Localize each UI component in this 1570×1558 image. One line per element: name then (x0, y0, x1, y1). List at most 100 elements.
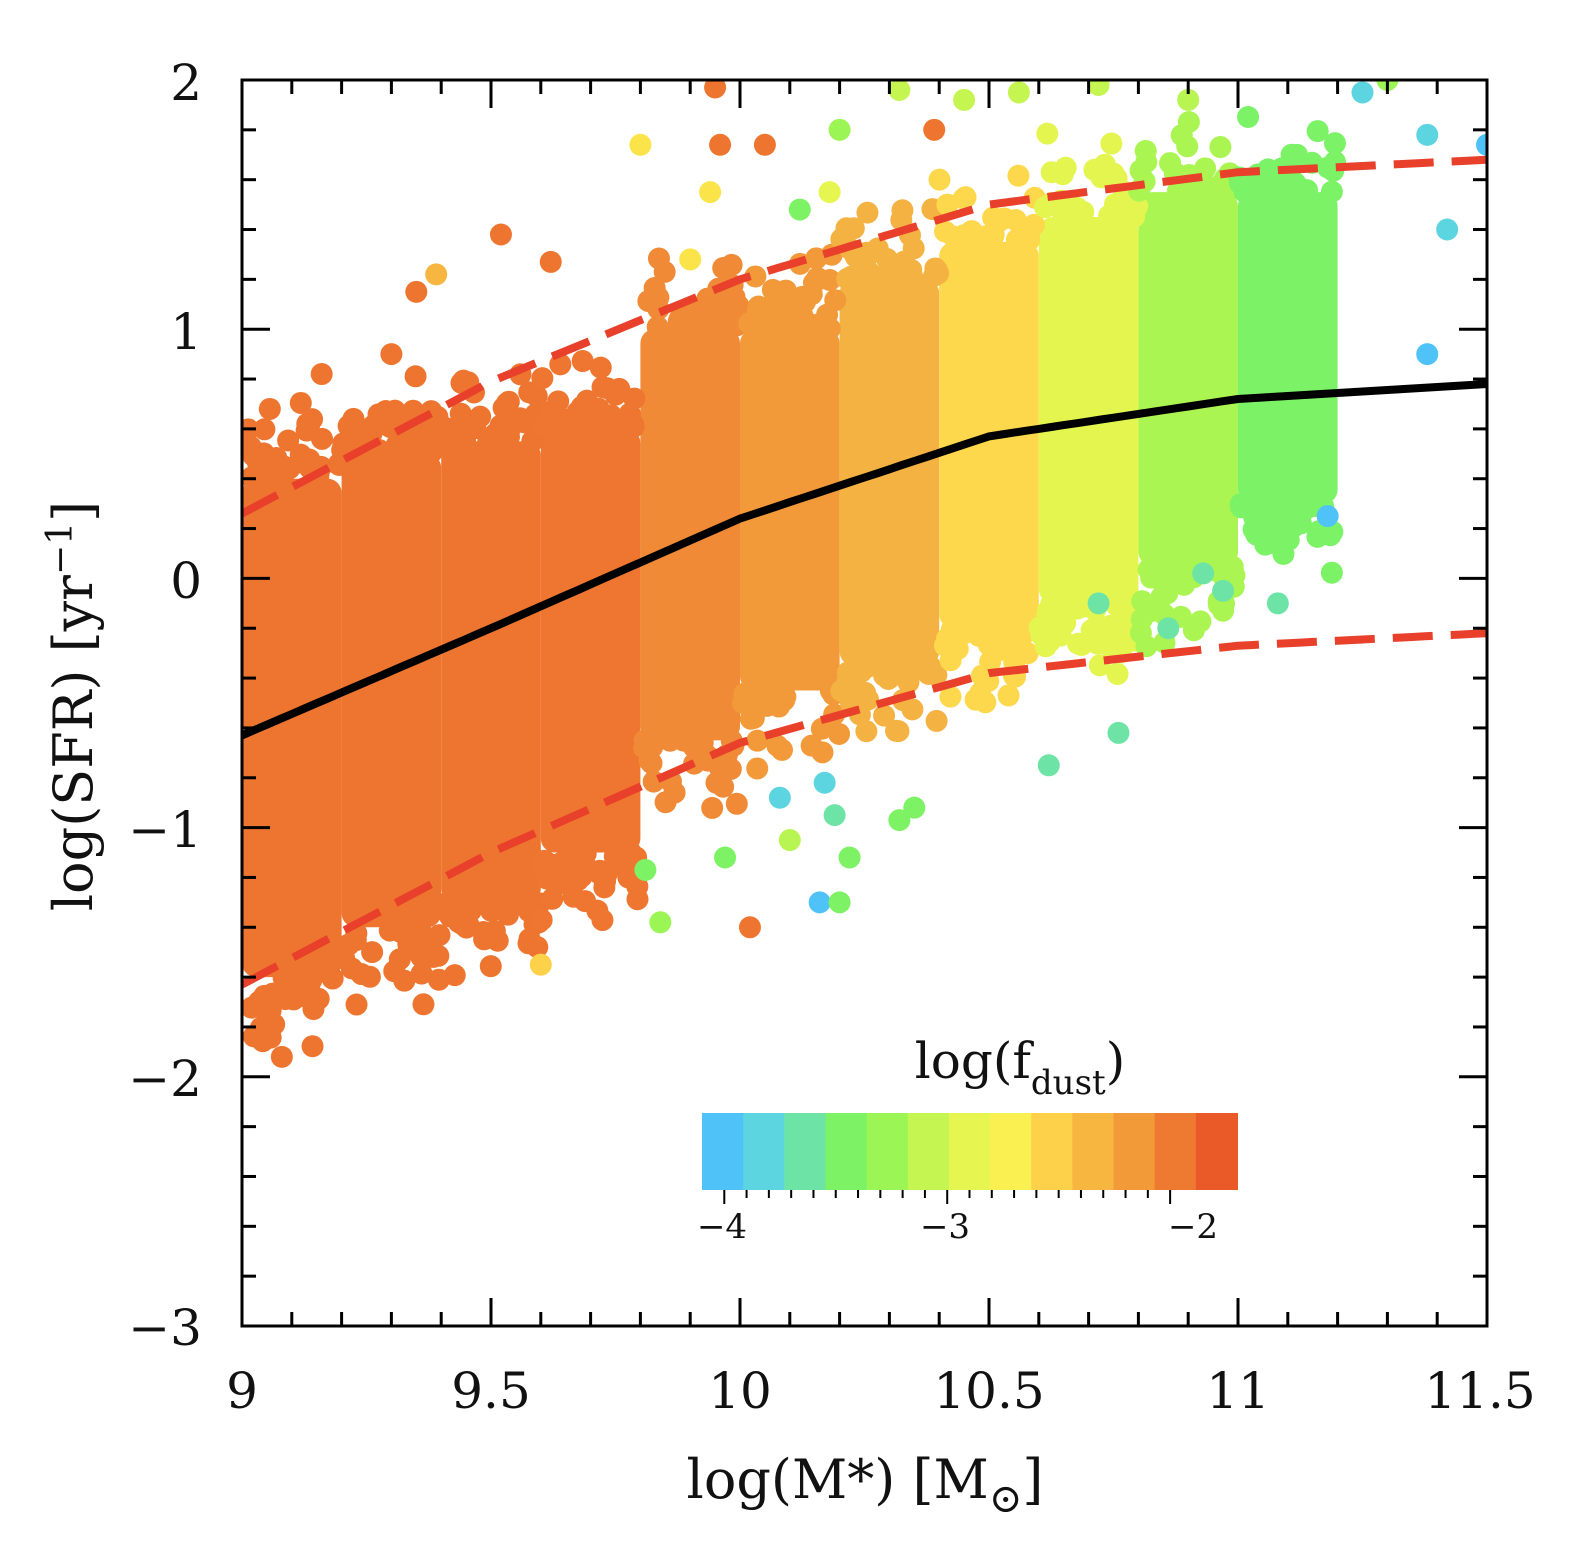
outlier-point (888, 80, 911, 101)
outlier-point (629, 133, 652, 156)
scatter-point (253, 984, 276, 1007)
scatter-point (952, 187, 975, 210)
scatter-point (702, 313, 725, 336)
scatter-point (714, 293, 737, 316)
colorbar-segment (990, 1113, 1033, 1190)
outlier-point (1037, 754, 1060, 777)
color-block (341, 453, 442, 928)
scatter-point (1209, 136, 1232, 159)
scatter-point (517, 932, 540, 955)
outlier-point (888, 809, 911, 832)
outlier-point (1212, 579, 1235, 602)
scatter-point (845, 266, 868, 289)
scatter-point (701, 796, 724, 819)
outlier-point (1316, 505, 1339, 528)
scatter-point (1152, 567, 1175, 590)
scatter-point (1007, 618, 1030, 641)
scatter-point (744, 265, 767, 288)
scatter-point (974, 691, 997, 714)
scatter-point (1316, 156, 1339, 179)
scatter-point (893, 250, 916, 273)
colorbar-segment (1072, 1113, 1115, 1190)
colorbar-segment (1031, 1113, 1074, 1190)
color-block (1038, 217, 1139, 604)
scatter-point (844, 245, 867, 268)
scatter-point (337, 414, 360, 437)
x-axis-title-main: log(M*) [M (687, 1448, 989, 1511)
scatter-point (942, 225, 965, 248)
scatter-point (1007, 164, 1030, 187)
scatter-point (297, 987, 320, 1010)
x-tick-label: 9 (226, 1362, 258, 1420)
scatter-point (647, 286, 670, 309)
scatter-point (800, 283, 823, 306)
scatter-point (593, 876, 616, 899)
scatter-point (358, 965, 381, 988)
outlier-point (1087, 592, 1110, 615)
scatter-point (558, 862, 581, 885)
scatter-point (321, 967, 344, 990)
scatter-point (393, 969, 416, 992)
scatter-point (1320, 561, 1343, 584)
outlier-point (1266, 592, 1289, 615)
scatter-point (547, 405, 570, 428)
scatter-point (1129, 621, 1152, 644)
scatter-point (960, 220, 983, 243)
scatter-point (1320, 180, 1343, 203)
scatter-point (1306, 120, 1329, 143)
scatter-point (928, 168, 951, 191)
scatter-point (449, 906, 472, 929)
scatter-point (301, 408, 324, 431)
scatter-point (1106, 662, 1129, 685)
dashed-bound-line (242, 155, 1487, 518)
scatter-point (410, 962, 433, 985)
colorbar-gradient (702, 1113, 1238, 1190)
colorbar-segment (743, 1113, 786, 1190)
colorbar-segment (948, 1113, 992, 1190)
x-tick-labels: 9 9.5 10 10.5 11 11.5 (226, 1362, 1536, 1420)
outlier-point (838, 846, 861, 869)
scatter-point (1296, 179, 1319, 202)
y-tick-label: 0 (170, 552, 202, 610)
outlier-point (529, 953, 552, 976)
outlier-point (808, 891, 831, 914)
x-tick-label: 10.5 (933, 1362, 1044, 1420)
colorbar-segment (825, 1113, 868, 1190)
scatter-point (1085, 614, 1108, 637)
scatter-point (1237, 105, 1260, 128)
outlier-point (634, 858, 657, 881)
x-tick-label: 10 (708, 1362, 772, 1420)
scatter-point (385, 434, 408, 457)
colorbar-title-sub: dust (1031, 1063, 1106, 1103)
colorbar-title: log(fdust) (915, 1032, 1125, 1103)
scatter-point (1064, 198, 1087, 221)
scatter-point (646, 315, 669, 338)
scatter-point (771, 738, 794, 761)
scatter-point (1036, 122, 1059, 145)
scatter-point (856, 201, 879, 224)
colorbar-tick-label: −4 (697, 1207, 747, 1247)
scatter-point (946, 637, 969, 660)
scatter-point (1090, 166, 1113, 189)
scatter-point (242, 1025, 265, 1048)
scatter-point (1280, 143, 1303, 166)
color-block (441, 441, 541, 903)
scatter-point (1108, 616, 1131, 639)
scatter-point (571, 350, 594, 373)
scatter-point (622, 415, 645, 438)
scatter-point (939, 685, 962, 708)
outlier-point (709, 133, 732, 156)
scatter-point (773, 689, 796, 712)
scatter-point (731, 692, 754, 715)
scatter-point (816, 303, 839, 326)
scatter-point (1323, 132, 1346, 155)
scatter-point (1100, 132, 1123, 155)
scatter-point (378, 919, 401, 942)
scatter-points (242, 80, 1487, 1068)
scatter-point (1260, 531, 1283, 554)
scatter-point (547, 390, 570, 413)
scatter-point (242, 435, 258, 458)
x-axis-title: log(M*) [M⊙] (687, 1448, 1044, 1522)
scatter-point (253, 418, 276, 441)
outlier-point (699, 181, 722, 204)
